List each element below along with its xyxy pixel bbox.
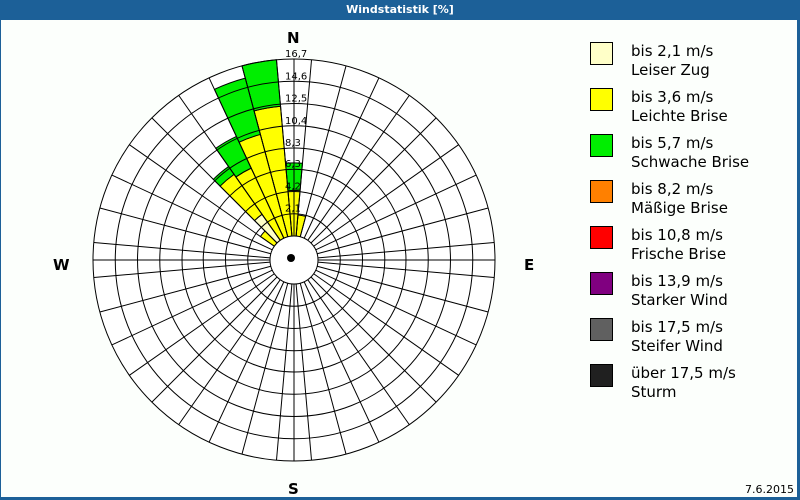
legend-speed: bis 13,9 m/s [631,272,723,290]
legend-item: bis 3,6 m/s Leichte Brise [588,88,788,134]
legend-label: Starker Wind [631,291,728,309]
legend-item: bis 8,2 m/s Mäßige Brise [588,180,788,226]
legend-swatch [590,226,613,249]
svg-text:14,6: 14,6 [285,71,307,82]
svg-text:6,3: 6,3 [285,159,301,170]
legend-label: Frische Brise [631,245,727,263]
legend-speed: bis 17,5 m/s [631,318,723,336]
svg-text:10,4: 10,4 [285,116,307,127]
svg-text:W: W [53,256,70,274]
legend-item: bis 13,9 m/s Starker Wind [588,272,788,318]
legend-item: bis 2,1 m/s Leiser Zug [588,42,788,88]
legend-swatch [590,134,613,157]
legend-label: Schwache Brise [631,153,750,171]
legend-item: bis 5,7 m/s Schwache Brise [588,134,788,180]
legend-swatch [590,364,613,387]
svg-text:2,1: 2,1 [285,204,301,215]
legend-swatch [590,42,613,65]
window-title: Windstatistik [%] [346,3,454,16]
legend-label: Leiser Zug [631,61,710,79]
legend-speed: bis 10,8 m/s [631,226,723,244]
legend-item: über 17,5 m/s Sturm [588,364,788,410]
legend-swatch [590,88,613,111]
svg-text:16,7: 16,7 [285,49,307,60]
svg-text:N: N [287,29,300,47]
legend-speed: bis 2,1 m/s [631,42,714,60]
svg-text:8,3: 8,3 [285,138,301,149]
svg-text:S: S [288,480,299,498]
legend-swatch [590,180,613,203]
legend-label: Leichte Brise [631,107,728,125]
svg-text:12,5: 12,5 [285,94,307,105]
legend-speed: bis 8,2 m/s [631,180,714,198]
legend-label: Sturm [631,383,677,401]
date-label: 7.6.2015 [745,483,794,496]
legend-speed: bis 3,6 m/s [631,88,714,106]
legend-swatch [590,272,613,295]
svg-text:E: E [524,256,534,274]
legend-speed: bis 5,7 m/s [631,134,714,152]
legend-label: Mäßige Brise [631,199,728,217]
legend-item: bis 10,8 m/s Frische Brise [588,226,788,272]
svg-text:4,2: 4,2 [285,181,301,192]
legend-label: Steifer Wind [631,337,723,355]
legend-swatch [590,318,613,341]
legend-item: bis 17,5 m/s Steifer Wind [588,318,788,364]
legend-speed: über 17,5 m/s [631,364,736,382]
